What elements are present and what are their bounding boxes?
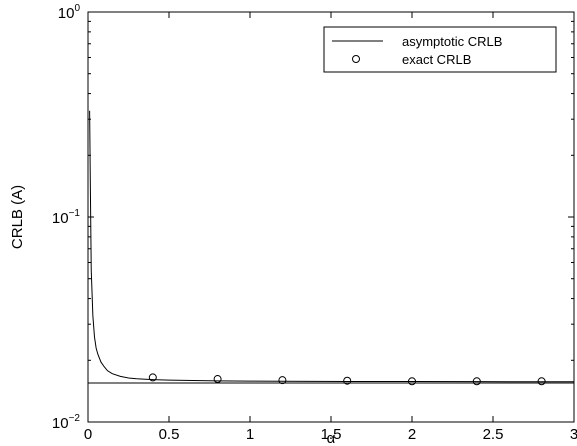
exact-crlb-point	[213, 375, 222, 384]
exact-crlb-point	[148, 373, 157, 382]
legend: asymptotic CRLB exact CRLB	[323, 26, 557, 73]
x-tick-label: 0.5	[159, 426, 180, 443]
x-tick-label: 2	[408, 426, 416, 443]
legend-label-asymptotic: asymptotic CRLB	[402, 34, 502, 49]
legend-label-exact: exact CRLB	[402, 52, 471, 67]
y-tick-label-base: 10	[52, 415, 69, 432]
y-tick-label-base: 10	[52, 210, 69, 227]
x-tick-label: 3	[570, 426, 577, 443]
y-tick-label: 100	[58, 3, 81, 22]
y-tick-label-exponent: 0	[74, 3, 80, 14]
plot-area	[87, 11, 575, 423]
series-line-asymptotic-crlb	[89, 110, 575, 383]
exact-crlb-point	[537, 377, 546, 386]
x-tick-label: 1.5	[321, 426, 342, 443]
exact-crlb-point	[472, 377, 481, 386]
x-tick-label: 1	[246, 426, 254, 443]
exact-crlb-point	[278, 376, 287, 385]
exact-crlb-point	[343, 376, 352, 385]
exact-crlb-point	[408, 377, 416, 386]
series-layer	[88, 110, 575, 386]
y-tick-label-base: 10	[58, 5, 75, 22]
x-tick-label: 2.5	[483, 426, 504, 443]
y-tick-label: 10−1	[52, 208, 81, 227]
legend-box	[323, 26, 557, 73]
y-tick-label: 10−2	[52, 413, 81, 432]
y-tick-label-exponent: −2	[69, 413, 81, 424]
y-axis-label: CRLB (A)	[9, 185, 26, 249]
x-axis-label: α	[327, 430, 336, 446]
y-tick-label-exponent: −1	[69, 208, 81, 219]
legend-marker-sample	[352, 55, 360, 63]
x-tick-label: 0	[84, 426, 92, 443]
x-axis-ticks: 0 0.5 1 1.5 2 2.5 3	[84, 12, 577, 443]
